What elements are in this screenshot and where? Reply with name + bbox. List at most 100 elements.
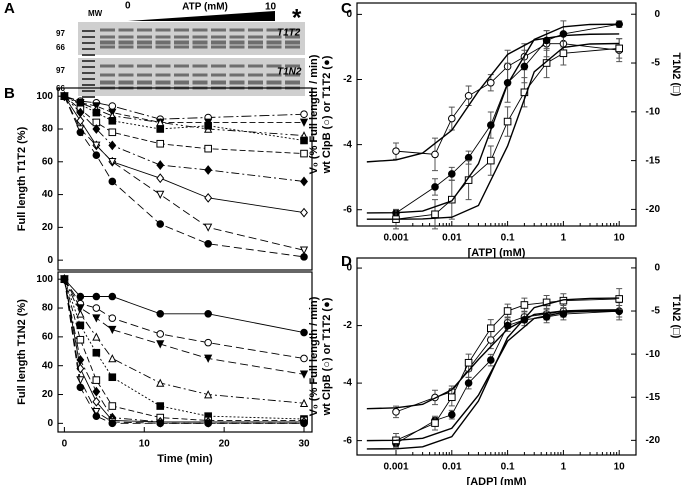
gel-band [229,73,245,77]
marker [156,220,165,228]
series-line [63,279,305,421]
gel-band [192,45,208,49]
marker [92,108,101,117]
gel-band [285,28,300,32]
marker [204,192,213,203]
x-tick-label: 0 [62,439,68,450]
gel-band [229,45,245,49]
gel-band [248,45,263,49]
gel-band [155,73,171,77]
marker [448,393,456,402]
gel-marker: 97 [56,66,65,75]
marker [542,59,551,67]
gel-band [118,64,134,68]
marker [204,310,212,318]
marker [156,419,165,428]
marker [520,88,529,97]
marker [448,410,456,419]
marker [92,314,101,323]
plot-frame [57,271,313,433]
y2-tick-label: -20 [646,435,661,446]
wedge [128,11,275,21]
marker [156,160,165,170]
marker [559,49,568,58]
gel-band [118,28,134,32]
marker [300,136,308,145]
marker [431,210,439,219]
series-line [63,96,305,258]
y2-tick-label: 0 [654,263,660,274]
y-tick-label: 40 [42,360,54,371]
panel-label: C [341,0,352,17]
gel-image [78,11,305,98]
marker [448,170,456,178]
y2-axis-label: T1N2 (□) [670,295,682,339]
gel-band [192,40,208,45]
marker [487,356,495,364]
x-tick-label: 10 [614,462,626,473]
y-axis-label: V₀ (% Full length / min) [308,54,320,174]
y-tick-label: 0 [346,9,352,20]
marker [204,239,212,248]
x-tick-label: 0.1 [501,462,515,473]
gel-label: 10 [265,2,277,13]
marker [615,295,624,303]
marker [487,336,495,344]
gel-band [174,64,189,68]
marker [520,62,529,71]
marker [108,177,117,186]
y-tick-label: 60 [42,156,54,167]
marker [92,141,101,150]
gel-band [266,35,282,39]
gel-band [118,80,134,85]
gel-band [174,28,189,32]
x-tick-label: 0.01 [442,233,462,244]
gel-marker: 66 [56,43,65,52]
gel-band [100,73,115,77]
marker [503,307,512,315]
marker [76,304,85,313]
ladder-band [82,30,95,32]
series-line [395,310,620,444]
marker [108,419,117,428]
gel-band [155,80,171,85]
marker [92,348,101,357]
panel-label: A [4,0,15,17]
marker [299,398,309,407]
gel-band [137,64,152,68]
marker [204,419,212,428]
marker [431,419,439,427]
marker [76,335,85,344]
ladder-band [82,48,95,50]
y-tick-label: 100 [36,274,53,285]
marker [156,310,165,318]
gel-band [174,45,189,49]
marker [76,115,85,126]
marker [204,165,213,175]
gel-band [248,73,263,77]
gel-label: 0 [125,1,131,12]
plot-frame [356,257,637,456]
marker [392,408,400,416]
y-tick-label: -2 [343,74,352,85]
marker [108,314,117,322]
gel-band [229,35,245,39]
fit-curve [366,23,620,214]
gel-band [248,40,263,45]
marker [108,102,117,110]
marker [156,190,165,199]
marker [92,396,101,407]
y-tick-label: 0 [47,418,53,429]
marker [108,402,117,410]
ladder-band [82,66,95,68]
gel-band [285,64,300,68]
x-tick-label: 10 [139,439,151,450]
gel-band [137,80,152,85]
gel-lane-area [78,58,305,96]
series-line [64,95,305,182]
x-tick-label: 20 [219,439,231,450]
gel-band [118,45,134,49]
marker [92,376,101,384]
series-line [64,278,305,333]
x-tick-label: 0.01 [442,462,462,473]
